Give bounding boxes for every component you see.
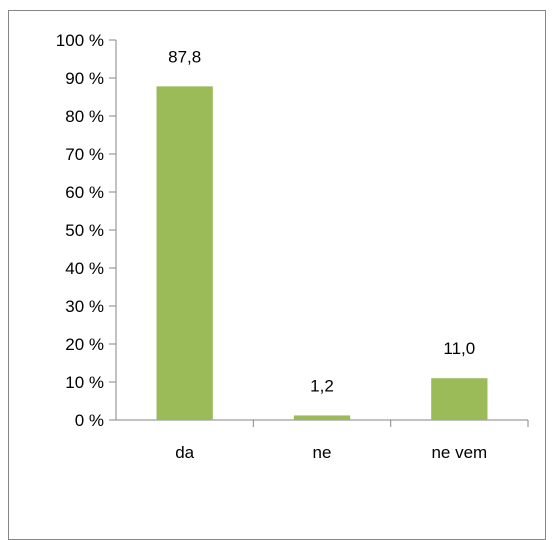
y-tick-label: 80 %: [65, 107, 104, 126]
y-tick-label: 70 %: [65, 145, 104, 164]
x-tick-label: da: [175, 443, 194, 462]
data-label: 11,0: [443, 339, 475, 358]
bar-da: [156, 86, 213, 421]
x-tick-label: ne: [313, 443, 332, 462]
chart-frame: [8, 10, 546, 540]
y-axis: 0 % 10 % 20 % 30 % 40 % 50 % 60 % 70 % 80 % 90 % 1…: [56, 31, 117, 430]
y-tick-label: 40 %: [65, 259, 104, 278]
y-tick-label: 90 %: [65, 69, 104, 88]
data-label: 1,2: [310, 376, 334, 395]
y-tick-label: 20 %: [65, 335, 104, 354]
y-tick-label: 60 %: [65, 183, 104, 202]
bar-ne: [293, 415, 351, 420]
y-tick-label: 10 %: [65, 373, 104, 392]
y-tick-label: 100 %: [56, 31, 104, 50]
y-tick-label: 30 %: [65, 297, 104, 316]
bars: [156, 86, 488, 421]
data-labels: 87,8 1,2 11,0: [168, 47, 475, 395]
x-axis: da ne ne vem: [116, 419, 529, 462]
bar-ne-vem: [431, 378, 488, 420]
x-tick-label: ne vem: [431, 443, 487, 462]
y-tick-label: 0 %: [75, 411, 104, 430]
y-tick-label: 50 %: [65, 221, 104, 240]
data-label: 87,8: [168, 47, 201, 66]
